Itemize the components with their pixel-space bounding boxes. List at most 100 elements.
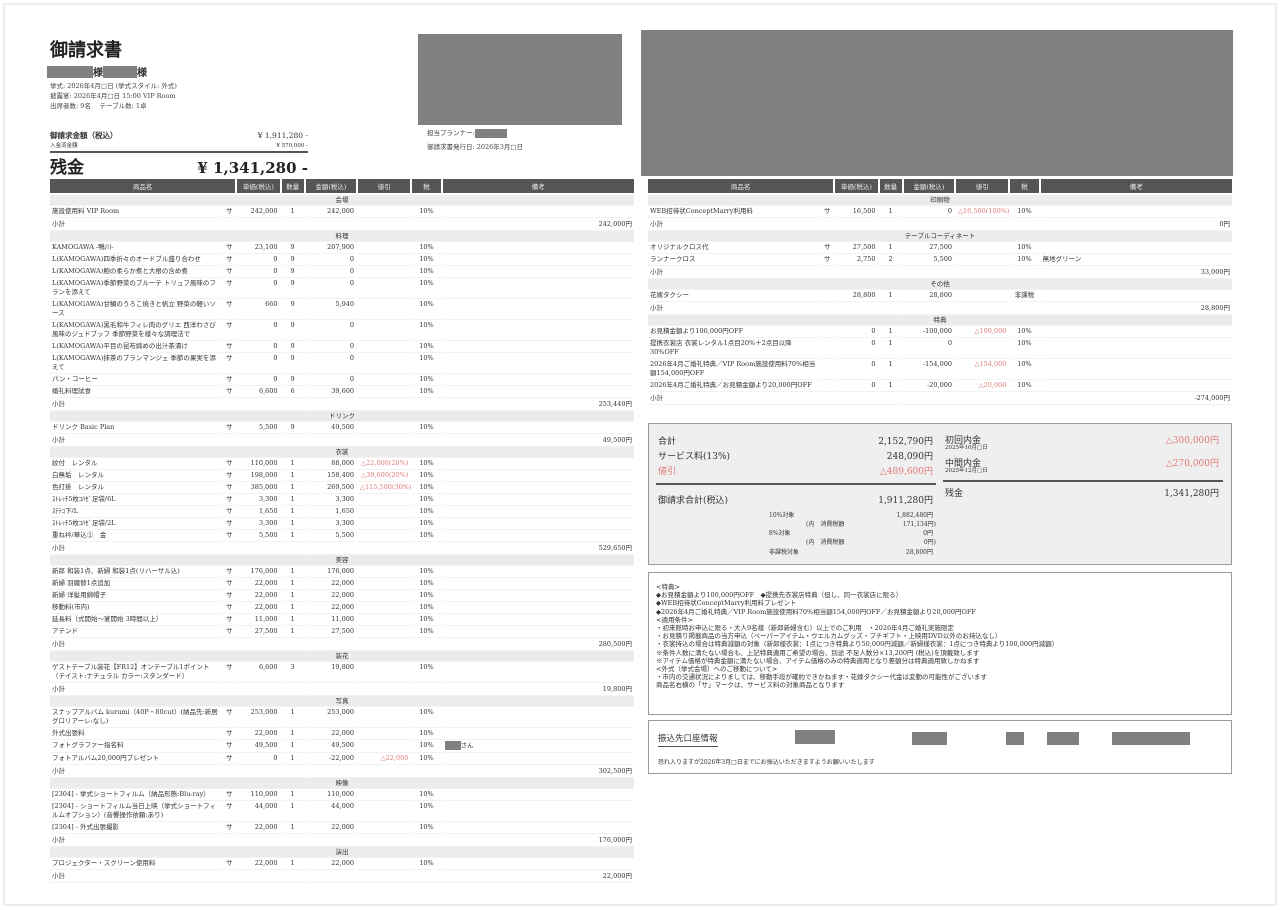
discount bbox=[358, 858, 411, 870]
table-row: L(KAMOGAWA)鮑の柔らか煮と大根の含め煮サ 0 9 0 10% bbox=[50, 266, 634, 278]
discount bbox=[358, 662, 411, 683]
service-mark: サ bbox=[223, 386, 236, 398]
paid-value: ¥ 570,000 - bbox=[276, 143, 308, 149]
subtotal-label: 小計 bbox=[648, 302, 902, 315]
subtotal-row: 小計 529,650円 bbox=[50, 542, 634, 555]
table-row: ｽﾄﾚｯﾁ5枚ｺﾊｾﾞ足袋/2L サ 3,300 1 3,300 10% bbox=[50, 518, 634, 530]
summary-box: 合計 2,152,790円 サービス料(13%) 248,090円 値引 △48… bbox=[648, 423, 1232, 565]
unit-price: 242,000 bbox=[237, 206, 280, 218]
remarks bbox=[442, 482, 634, 494]
remarks bbox=[442, 254, 634, 266]
remarks bbox=[1040, 359, 1232, 380]
unit-price: 0 bbox=[237, 374, 280, 386]
planner-info: 担当プランナー: bbox=[427, 127, 507, 138]
remarks bbox=[442, 753, 634, 765]
quantity: 1 bbox=[879, 338, 902, 359]
tax8-label: 8%対象 bbox=[769, 530, 791, 537]
table-row: パン・コーヒーサ 0 9 0 10% bbox=[50, 374, 634, 386]
section-header-row: 料理 bbox=[50, 231, 634, 242]
table-row: L(KAMOGAWA)抹茶のブランマンジェ 季節の果実を添えてサ 0 9 0 10% bbox=[50, 353, 634, 374]
unit-price: 0 bbox=[835, 338, 878, 359]
subtotal-label: 小計 bbox=[648, 218, 902, 231]
subtotal-row: 小計 280,500円 bbox=[50, 638, 634, 651]
item-name: スナップアルバム kurumi（40P・80cut）(納品先:新居 グロリアーレ… bbox=[50, 707, 222, 728]
subtotal-label: 小計 bbox=[50, 218, 304, 231]
column-header: 数量 bbox=[281, 179, 304, 195]
subtotal-row: 小計 253,440円 bbox=[50, 398, 634, 411]
note-line: <特典> bbox=[656, 583, 680, 591]
service-value: 248,090円 bbox=[886, 452, 933, 462]
table-row: 移動料(市内) サ 22,000 1 22,000 10% bbox=[50, 602, 634, 614]
divider bbox=[656, 483, 936, 485]
unit-price: 1,650 bbox=[237, 506, 280, 518]
item-name: L(KAMOGAWA)平目の昆布締めの出汁茶漬け bbox=[50, 341, 222, 353]
note-line: ※アイテム価格が特典金額に満たない場合、アイテム価格のみの特典適用となり差額分は… bbox=[656, 656, 980, 665]
discount bbox=[358, 518, 411, 530]
tax-rate: 10% bbox=[412, 266, 441, 278]
quantity: 6 bbox=[281, 386, 304, 398]
tax-rate: 10% bbox=[412, 374, 441, 386]
quantity: 1 bbox=[281, 470, 304, 482]
total-value: 2,152,790円 bbox=[878, 437, 933, 447]
redacted-block bbox=[641, 30, 1233, 176]
note-line: ・衣裳持込の場合は特典減額の対象（新郎様衣裳：1点につき特典より50,000円減… bbox=[656, 640, 1059, 649]
discount bbox=[358, 320, 411, 341]
item-name: 移動料(市内) bbox=[50, 602, 222, 614]
unit-price: 198,000 bbox=[237, 470, 280, 482]
tax-rate: 10% bbox=[412, 458, 441, 470]
subtotal-label: 小計 bbox=[50, 870, 304, 883]
tax-rate: 10% bbox=[412, 386, 441, 398]
amount: 0 bbox=[305, 353, 357, 374]
subtotal-row: 小計 176,000円 bbox=[50, 834, 634, 847]
table-row: 婚礼料理試食サ 6,600 6 39,600 10% bbox=[50, 386, 634, 398]
column-header: 値引 bbox=[358, 179, 411, 195]
quantity: 1 bbox=[879, 380, 902, 392]
remarks bbox=[442, 578, 634, 590]
amount: 0 bbox=[305, 254, 357, 266]
unit-price: 253,000 bbox=[237, 707, 280, 728]
section-header-row: 衣裳 bbox=[50, 447, 634, 458]
remarks bbox=[442, 530, 634, 542]
tax-rate: 10% bbox=[412, 506, 441, 518]
amount: 49,500 bbox=[305, 740, 357, 753]
item-name: 重ね衿/華込② 金 bbox=[50, 530, 222, 542]
discount bbox=[358, 740, 411, 753]
note-line: ◆2026年4月ご婚礼特典／VIP Room施設使用料70%相当額154,000… bbox=[656, 607, 976, 616]
discount bbox=[358, 341, 411, 353]
tax-rate: 10% bbox=[412, 590, 441, 602]
amount: 158,400 bbox=[305, 470, 357, 482]
reception-info: 披露宴: 2026年4月□日 15:00 VIP Room bbox=[50, 92, 176, 100]
service-mark: サ bbox=[223, 470, 236, 482]
subtotal-value: 280,500円 bbox=[305, 638, 634, 651]
service-mark: サ bbox=[223, 858, 236, 870]
item-name: オリジナルクロス代 bbox=[648, 242, 820, 254]
discount bbox=[358, 728, 411, 740]
table-row: 重ね衿/華込② 金サ 5,500 1 5,500 10% bbox=[50, 530, 634, 542]
quantity: 9 bbox=[281, 299, 304, 320]
discount bbox=[358, 422, 411, 434]
planner-label: 担当プランナー: bbox=[427, 129, 475, 137]
unit-price: 0 bbox=[237, 353, 280, 374]
redacted-bank bbox=[795, 730, 835, 744]
discount: △115,500(30%) bbox=[358, 482, 411, 494]
section-title: 料理 bbox=[50, 231, 634, 242]
amount: 269,500 bbox=[305, 482, 357, 494]
quantity: 1 bbox=[281, 206, 304, 218]
quantity: 9 bbox=[281, 254, 304, 266]
amount: 242,000 bbox=[305, 206, 357, 218]
bank-info-box: 振込先口座情報 恐れ入りますが2026年3月□日までにお振込いただきますようお願… bbox=[648, 720, 1232, 774]
section-title: 装花 bbox=[50, 651, 634, 662]
item-name: 婚礼料理試食 bbox=[50, 386, 222, 398]
tax10-inner-value: 171,134円) bbox=[902, 521, 936, 528]
remarks bbox=[1040, 290, 1232, 302]
issue-date: 御請求書発行日: 2026年3月□日 bbox=[427, 143, 524, 151]
tax-rate: 10% bbox=[412, 822, 441, 834]
redacted-planner bbox=[474, 128, 507, 138]
item-name: ドリンク Basic Plan bbox=[50, 422, 222, 434]
table-row: ｽﾄﾚｯﾁ5枚ｺﾊｾﾞ足袋/6L サ 3,300 1 3,300 10% bbox=[50, 494, 634, 506]
tax-rate: 10% bbox=[1010, 338, 1039, 359]
service-mark: サ bbox=[223, 822, 236, 834]
remarks bbox=[442, 278, 634, 299]
discount bbox=[358, 206, 411, 218]
item-name: 花嫁タクシー bbox=[648, 290, 820, 302]
